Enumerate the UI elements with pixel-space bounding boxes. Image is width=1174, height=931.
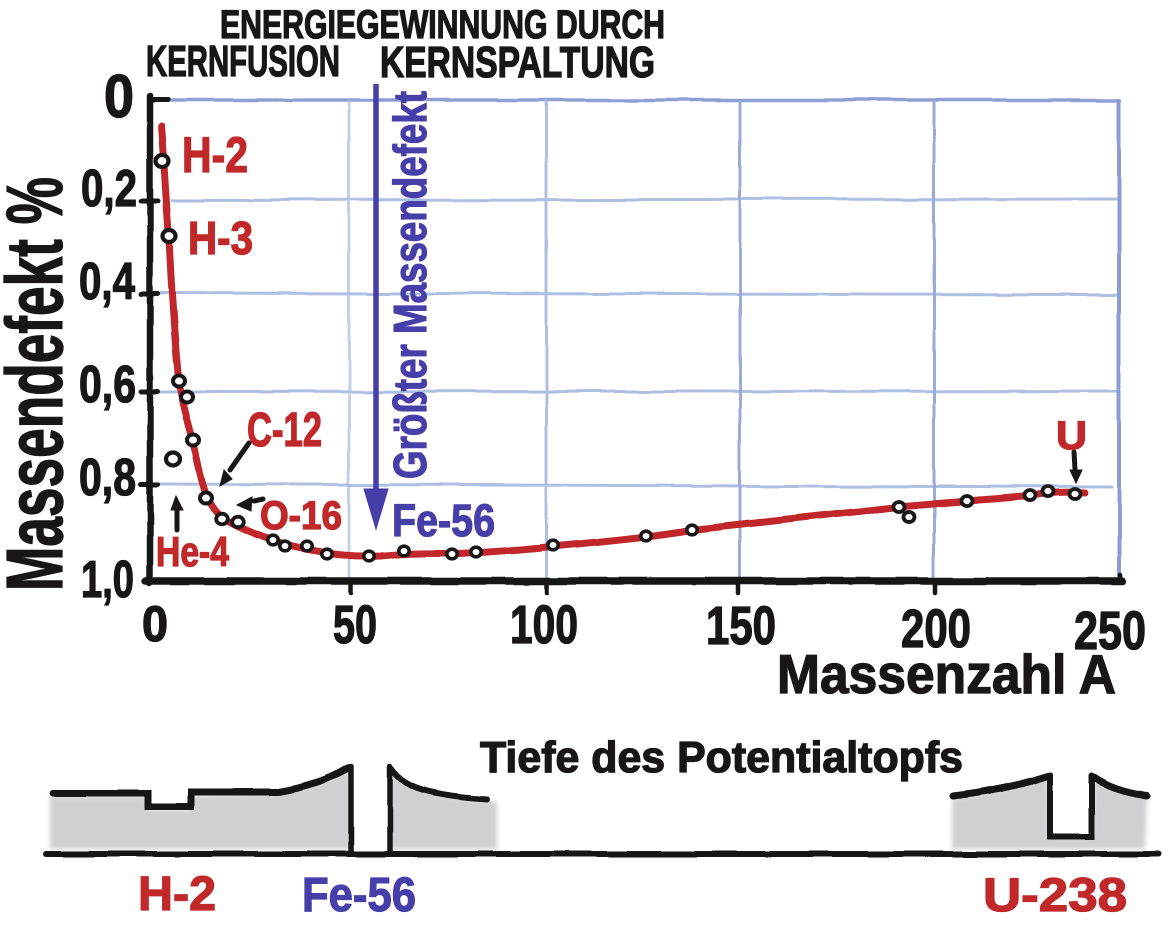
svg-text:Massenzahl A: Massenzahl A [777,643,1116,705]
svg-text:Tiefe des Potentialtopfs: Tiefe des Potentialtopfs [480,733,963,782]
svg-text:200: 200 [901,599,971,659]
svg-text:H-2: H-2 [138,868,216,921]
svg-text:0,4: 0,4 [79,253,135,311]
svg-text:O-16: O-16 [260,494,342,538]
svg-text:0,8: 0,8 [79,449,136,507]
svg-text:Fe-56: Fe-56 [302,869,416,922]
svg-text:He-4: He-4 [156,528,230,575]
svg-text:100: 100 [510,595,578,655]
svg-text:Fe-56: Fe-56 [392,495,495,546]
svg-text:1,0: 1,0 [81,551,134,609]
svg-text:0: 0 [142,596,168,652]
svg-text:150: 150 [706,596,776,656]
svg-text:KERNSPALTUNG: KERNSPALTUNG [380,38,655,87]
svg-text:U-238: U-238 [983,868,1127,921]
svg-text:0: 0 [104,63,134,130]
svg-text:ENERGIEGEWINNUNG DURCH: ENERGIEGEWINNUNG DURCH [220,3,665,47]
svg-text:Massendefekt %: Massendefekt % [0,177,79,591]
svg-text:50: 50 [333,595,377,655]
svg-text:H-3: H-3 [188,212,253,264]
svg-text:H-2: H-2 [182,127,248,183]
svg-text:0,2: 0,2 [81,160,137,218]
svg-text:0,6: 0,6 [79,356,136,414]
svg-text:C-12: C-12 [247,404,322,457]
svg-text:U: U [1056,414,1087,458]
svg-text:250: 250 [1074,601,1146,661]
svg-text:KERNFUSION: KERNFUSION [146,37,340,86]
svg-text:Größter Massendefekt: Größter Massendefekt [384,91,436,479]
